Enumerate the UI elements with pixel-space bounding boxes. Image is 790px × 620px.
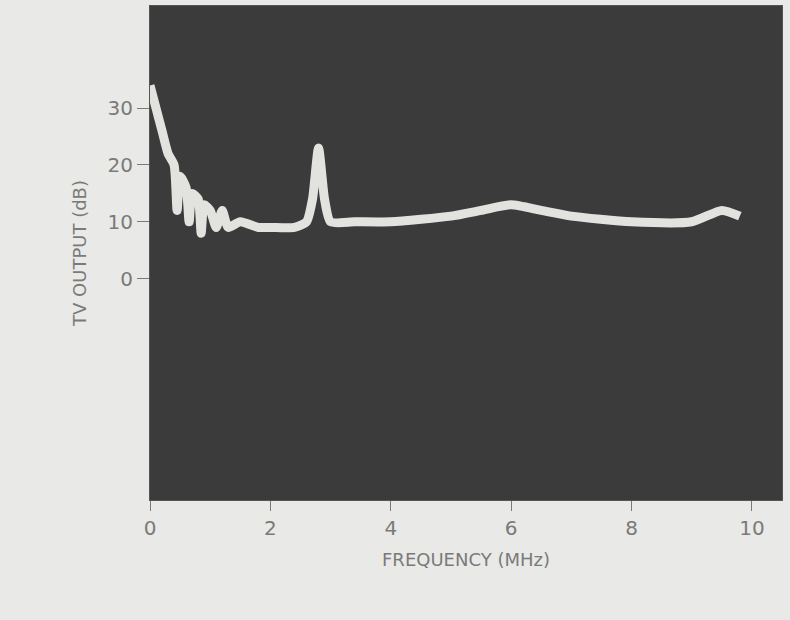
svg-text:0: 0 [144,516,157,540]
svg-text:30: 30 [108,96,133,120]
svg-text:TV OUTPUT (dB): TV OUTPUT (dB) [69,180,90,327]
svg-text:8: 8 [625,516,638,540]
svg-text:10: 10 [739,516,764,540]
svg-text:4: 4 [384,516,397,540]
svg-text:FREQUENCY (MHz): FREQUENCY (MHz) [382,549,550,570]
svg-text:10: 10 [108,210,133,234]
svg-text:20: 20 [108,153,133,177]
svg-text:2: 2 [264,516,277,540]
svg-text:0: 0 [120,267,133,291]
svg-text:6: 6 [505,516,518,540]
